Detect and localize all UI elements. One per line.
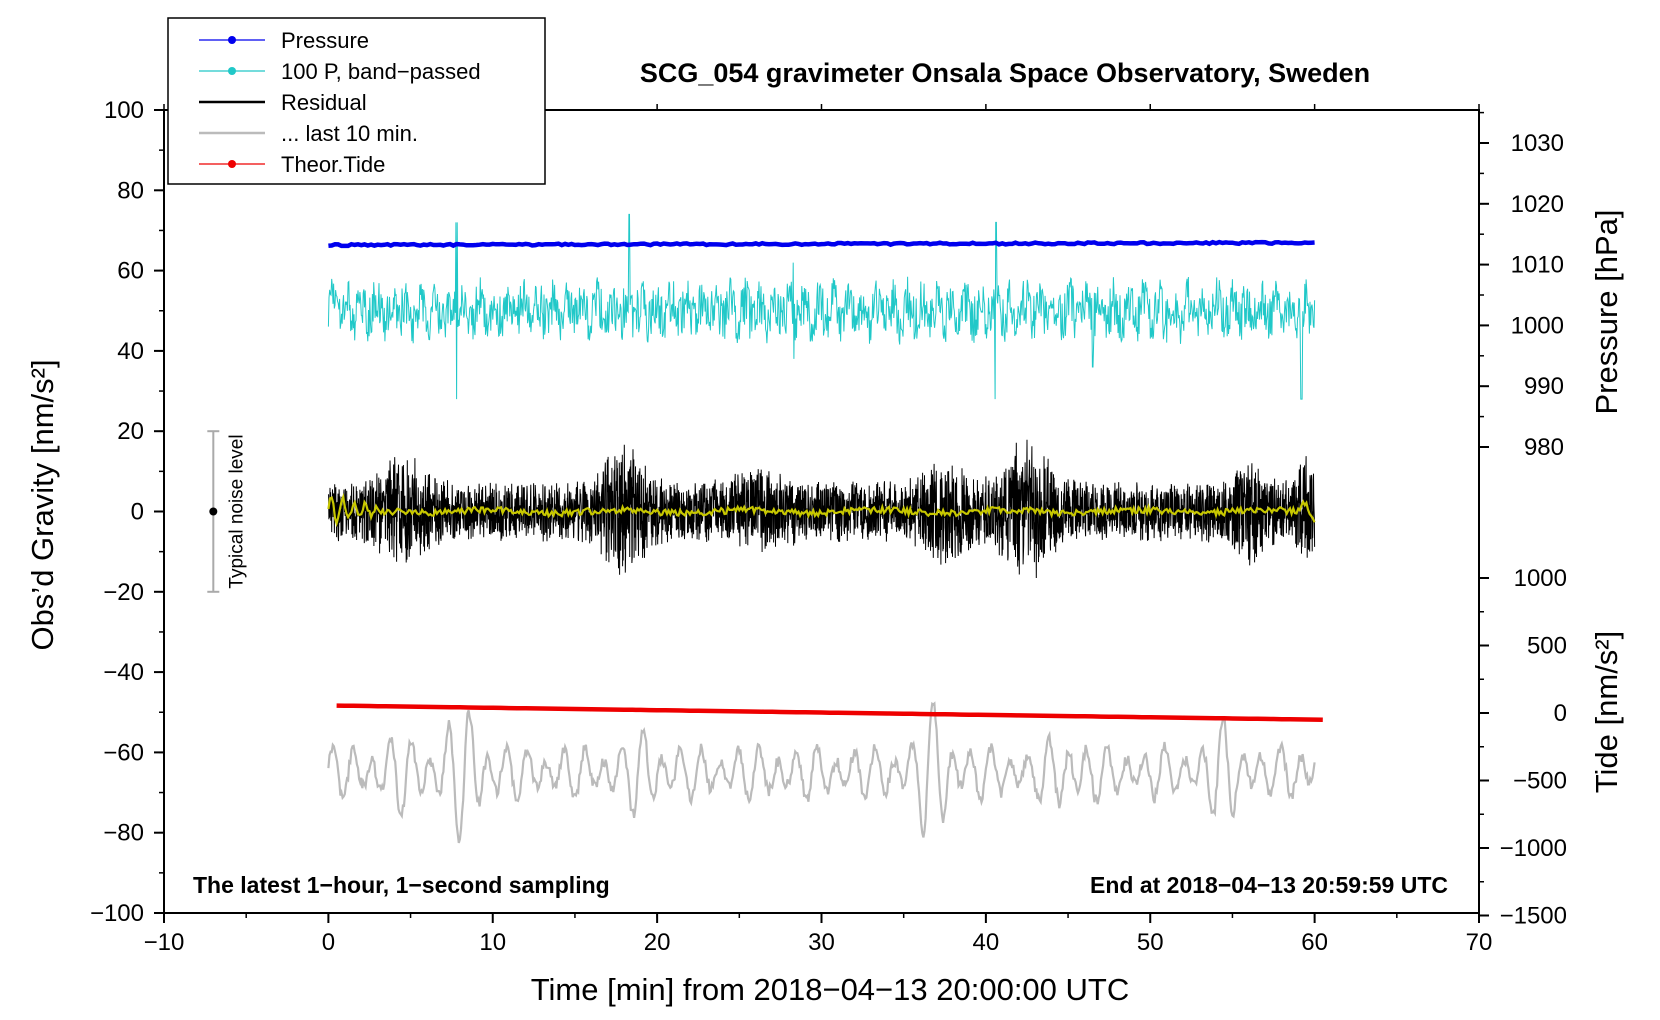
y-tick-label: −20 — [103, 579, 144, 606]
axes-layer: −10 0 10 20 30 40 50 60 70−100−80−60−40−20020406… — [90, 97, 1567, 956]
series-residual-smoothed — [327, 492, 1316, 528]
chart-title: SCG_054 gravimeter Onsala Space Observat… — [640, 58, 1370, 88]
pressure-tick-label: 1030 — [1511, 130, 1564, 157]
x-tick-label: 10 — [479, 929, 506, 956]
legend-marker-1 — [228, 67, 236, 75]
y-tick-label: 60 — [117, 258, 144, 285]
legend-marker-4 — [228, 160, 236, 168]
pressure-tick-label: 1020 — [1511, 191, 1564, 218]
x-tick-label: 20 — [644, 929, 671, 956]
pressure-tick-label: 990 — [1524, 373, 1564, 400]
pressure-tick-label: 980 — [1524, 434, 1564, 461]
x-tick-label: 70 — [1466, 929, 1493, 956]
legend: Pressure 100 P, band−passed Residual ... la… — [167, 17, 546, 185]
noise-level-dot — [209, 507, 218, 516]
legend-label-3: ... last 10 min. — [281, 121, 418, 146]
pressure-axis-title: Pressure [hPa] — [1589, 209, 1624, 414]
pressure-tick-label: 1010 — [1511, 252, 1564, 279]
y-tick-label: 40 — [117, 338, 144, 365]
y-tick-label: 80 — [117, 177, 144, 204]
tide-tick-label: 500 — [1527, 633, 1567, 660]
tide-tick-label: 1000 — [1514, 565, 1567, 592]
x-tick-label: 30 — [808, 929, 835, 956]
legend-label-4: Theor.Tide — [281, 152, 385, 177]
tide-tick-label: −1500 — [1500, 903, 1567, 930]
y-tick-label: 20 — [117, 418, 144, 445]
tide-tick-label: −1000 — [1500, 835, 1567, 862]
x-tick-label: 40 — [973, 929, 1000, 956]
sampling-note: The latest 1−hour, 1−second sampling — [193, 872, 610, 898]
y-tick-label: 100 — [104, 97, 144, 124]
legend-label-1: 100 P, band−passed — [281, 59, 481, 84]
legend-label-0: Pressure — [281, 28, 369, 53]
y-tick-label: −80 — [103, 820, 144, 847]
series-last-10-min — [327, 701, 1316, 844]
x-tick-label: 0 — [322, 929, 335, 956]
series-100p-band-passed — [327, 213, 1316, 400]
end-time-note: End at 2018−04−13 20:59:59 UTC — [1090, 872, 1448, 898]
series-pressure — [328, 239, 1315, 249]
y-tick-label: −40 — [103, 659, 144, 686]
x-axis-title: Time [min] from 2018−04−13 20:00:00 UTC — [531, 972, 1130, 1007]
tide-tick-label: −500 — [1513, 768, 1567, 795]
y-tick-label: −60 — [103, 739, 144, 766]
pressure-tick-label: 1000 — [1511, 312, 1564, 339]
tide-tick-label: 0 — [1554, 700, 1567, 727]
series-theor-tide — [336, 703, 1323, 723]
legend-marker-0 — [228, 36, 236, 44]
series-layer — [327, 213, 1323, 844]
plot-frame — [163, 109, 1480, 914]
y-axis-title: Obs’d Gravity [nm/s²] — [25, 359, 60, 650]
noise-level-indicator: Typical noise level — [207, 430, 247, 593]
x-tick-label: 50 — [1137, 929, 1164, 956]
x-tick-label: −10 — [144, 929, 185, 956]
y-tick-label: 0 — [131, 499, 144, 526]
y-tick-label: −100 — [90, 900, 144, 927]
legend-label-2: Residual — [281, 90, 367, 115]
x-tick-label: 60 — [1301, 929, 1328, 956]
tide-axis-title: Tide [nm/s²] — [1589, 631, 1624, 794]
noise-level-label: Typical noise level — [226, 434, 247, 588]
